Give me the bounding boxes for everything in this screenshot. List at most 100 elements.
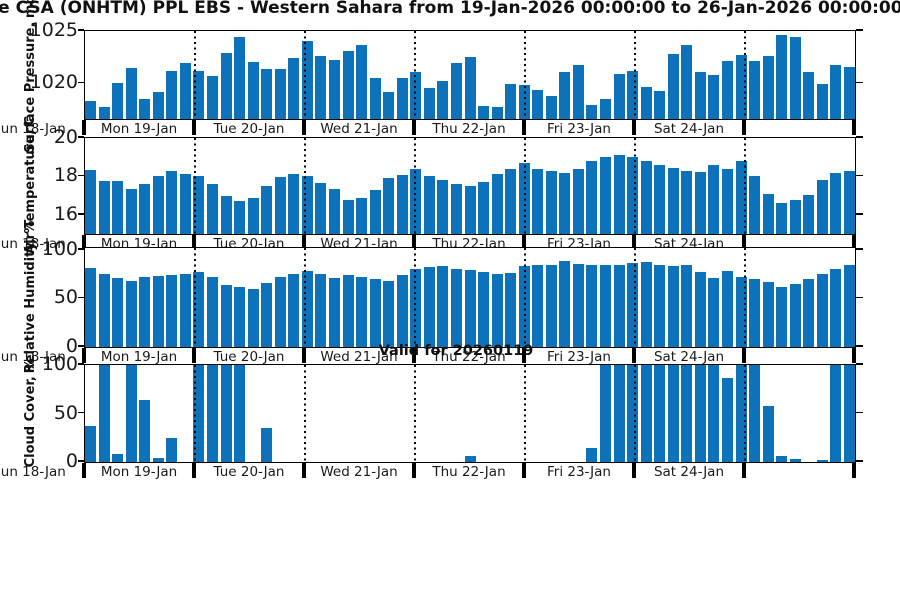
cloud-cover-bar bbox=[234, 365, 246, 462]
relative-humidity-bar bbox=[830, 269, 842, 347]
day-boundary-tick bbox=[411, 120, 417, 135]
day-boundary-tick bbox=[851, 120, 857, 135]
relative-humidity-bar bbox=[545, 264, 557, 347]
ytick-mark-right bbox=[856, 136, 863, 138]
relative-humidity-bar bbox=[776, 286, 788, 347]
surface-pressure-bar bbox=[179, 63, 191, 119]
ytick-mark-right bbox=[856, 81, 863, 84]
air-temperature-bar bbox=[803, 194, 815, 234]
cloud-cover-bar bbox=[640, 365, 652, 462]
relative-humidity-bar bbox=[586, 264, 598, 347]
air-temperature-bar bbox=[383, 178, 395, 234]
relative-humidity-ytick-label: 50 bbox=[53, 286, 78, 309]
air-temperature-bar bbox=[247, 198, 259, 234]
day-label: Sun 18-Jan bbox=[0, 236, 66, 252]
day-boundary-gridline bbox=[414, 248, 416, 347]
surface-pressure-bar bbox=[830, 64, 842, 119]
air-temperature-ytick-label: 18 bbox=[53, 164, 78, 187]
cloud-cover-bar bbox=[261, 428, 273, 462]
surface-pressure-bar bbox=[342, 50, 354, 119]
day-boundary-tick bbox=[81, 120, 87, 135]
surface-pressure-bar bbox=[288, 58, 300, 119]
cloud-cover-bar bbox=[600, 365, 612, 462]
surface-pressure-bar bbox=[464, 57, 476, 119]
day-boundary-gridline bbox=[194, 138, 196, 234]
cloud-cover-bar bbox=[464, 456, 476, 462]
surface-pressure-bar bbox=[667, 54, 679, 119]
surface-pressure-bar bbox=[125, 67, 137, 119]
day-boundary-tick bbox=[521, 463, 527, 478]
cloud-cover-bar bbox=[112, 454, 124, 462]
air-temperature-bar bbox=[694, 171, 706, 234]
surface-pressure-bar bbox=[166, 70, 178, 119]
day-label: Sun 18-Jan bbox=[0, 464, 66, 480]
ytick-mark-right bbox=[856, 363, 863, 365]
day-boundary-tick bbox=[741, 348, 747, 363]
surface-pressure-bar bbox=[423, 87, 435, 119]
cloud-cover-bar bbox=[694, 365, 706, 462]
day-boundary-gridline bbox=[194, 248, 196, 347]
relative-humidity-bar bbox=[383, 281, 395, 347]
day-boundary-tick bbox=[411, 348, 417, 363]
surface-pressure-bar bbox=[139, 99, 151, 119]
cloud-cover-bar bbox=[654, 365, 666, 462]
air-temperature-bar bbox=[112, 181, 124, 234]
cloud-cover-bar bbox=[206, 365, 218, 462]
surface-pressure-bar bbox=[681, 44, 693, 119]
cloud-cover-bar bbox=[139, 399, 151, 462]
relative-humidity-bar bbox=[396, 275, 408, 347]
cloud-cover-bar bbox=[749, 365, 761, 462]
day-label: Sat 24-Jan bbox=[653, 349, 725, 365]
surface-pressure-bar bbox=[762, 56, 774, 119]
air-temperature-bar bbox=[125, 188, 137, 234]
surface-pressure-bar bbox=[98, 107, 110, 119]
ytick-mark-left bbox=[78, 174, 84, 177]
day-boundary-gridline bbox=[524, 31, 526, 119]
day-boundary-tick bbox=[301, 235, 307, 250]
cloud-cover-bar bbox=[776, 456, 788, 462]
day-label: Tue 20-Jan bbox=[213, 464, 285, 480]
day-label: Thu 22-Jan bbox=[432, 121, 506, 137]
cloud-cover-bar bbox=[681, 365, 693, 462]
air-temperature-bar bbox=[789, 200, 801, 234]
surface-pressure-bar bbox=[694, 71, 706, 119]
day-boundary-gridline bbox=[304, 248, 306, 347]
surface-pressure-bar bbox=[532, 89, 544, 119]
ytick-mark-left bbox=[78, 460, 84, 462]
air-temperature-bar bbox=[328, 188, 340, 234]
ytick-mark-left bbox=[78, 296, 84, 299]
air-temperature-bar bbox=[478, 182, 490, 234]
day-boundary-tick bbox=[741, 463, 747, 478]
relative-humidity-bar bbox=[342, 275, 354, 347]
relative-humidity-bar bbox=[437, 265, 449, 347]
relative-humidity-bar bbox=[600, 264, 612, 347]
surface-pressure-bar bbox=[708, 75, 720, 119]
cloud-cover-bar bbox=[125, 365, 137, 462]
relative-humidity-bar bbox=[559, 261, 571, 347]
relative-humidity-ytick-label: 0 bbox=[65, 335, 78, 357]
relative-humidity-bar bbox=[179, 273, 191, 347]
day-boundary-tick bbox=[191, 348, 197, 363]
air-temperature-bar bbox=[844, 170, 855, 234]
day-boundary-gridline bbox=[634, 31, 636, 119]
surface-pressure-bar bbox=[220, 53, 232, 119]
day-label: Tue 20-Jan bbox=[213, 349, 285, 365]
air-temperature-bar bbox=[762, 193, 774, 234]
relative-humidity-bar bbox=[505, 273, 517, 347]
cloud-cover-bar bbox=[708, 365, 720, 462]
relative-humidity-bar bbox=[206, 276, 218, 347]
air-temperature-bar bbox=[613, 155, 625, 234]
surface-pressure-bar bbox=[356, 44, 368, 119]
surface-pressure-bar bbox=[816, 84, 828, 119]
relative-humidity-bar bbox=[816, 274, 828, 347]
cloud-cover-bar bbox=[152, 458, 164, 462]
relative-humidity-plot bbox=[84, 247, 856, 348]
day-boundary-gridline bbox=[304, 365, 306, 462]
day-boundary-gridline bbox=[524, 365, 526, 462]
surface-pressure-bar bbox=[396, 78, 408, 119]
day-boundary-gridline bbox=[744, 248, 746, 347]
ytick-mark-right bbox=[856, 213, 863, 215]
day-boundary-tick bbox=[191, 235, 197, 250]
relative-humidity-bar bbox=[247, 288, 259, 347]
